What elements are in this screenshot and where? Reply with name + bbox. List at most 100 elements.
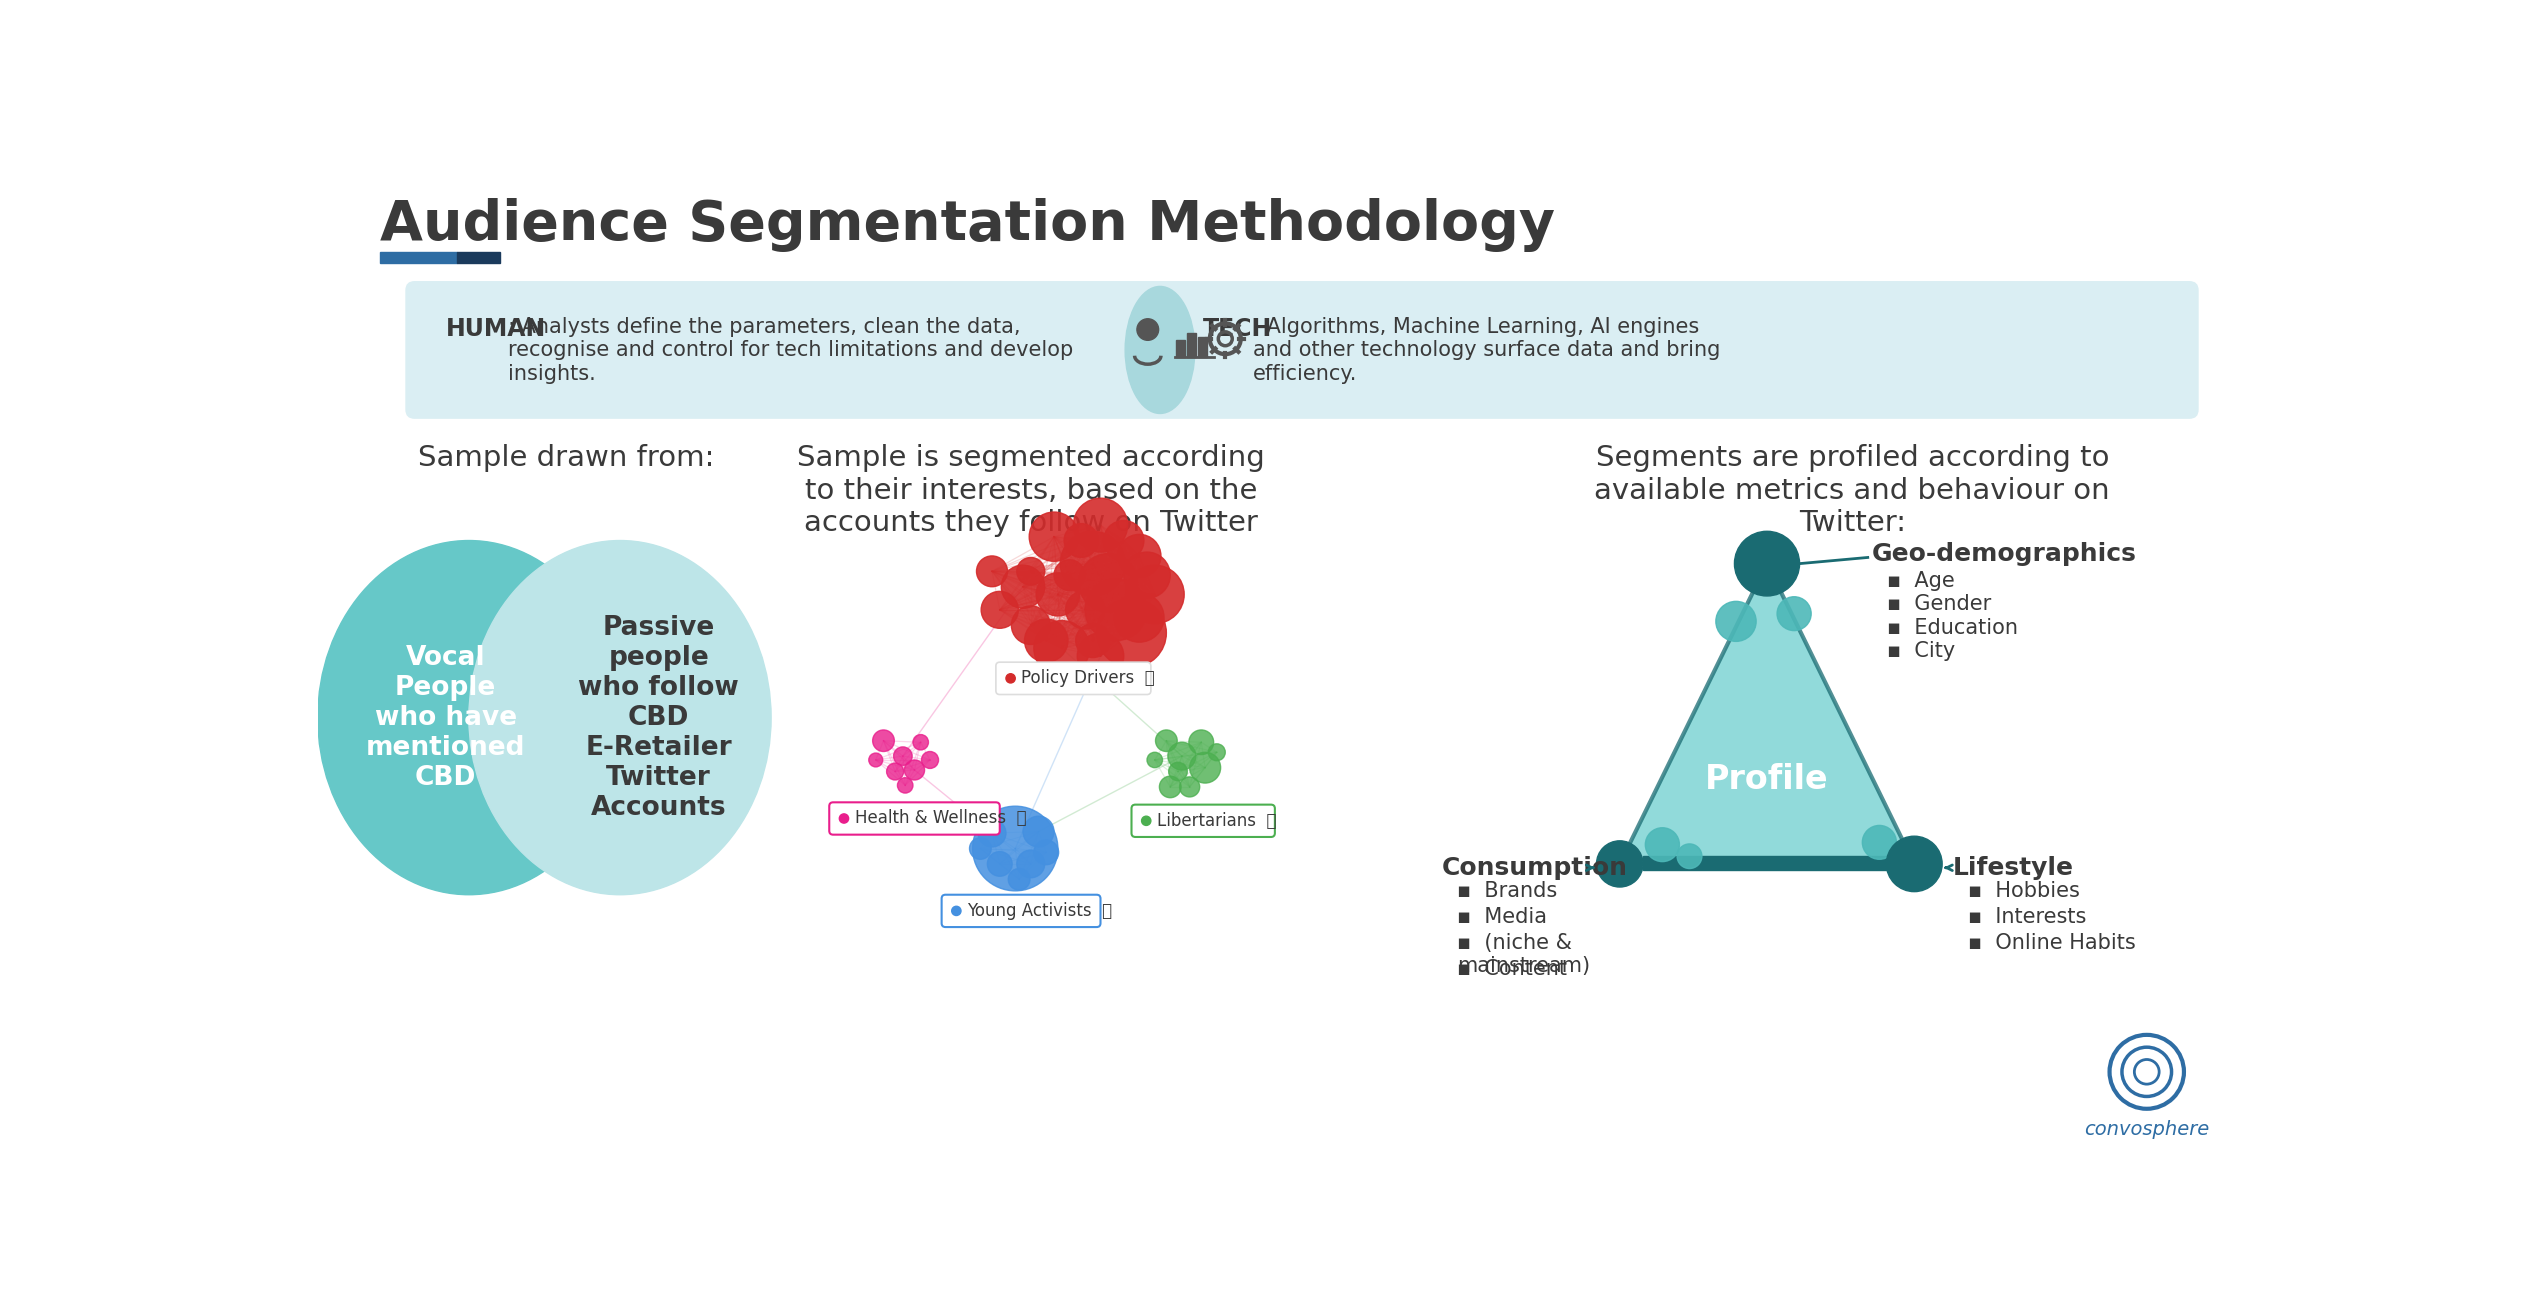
Text: Consumption: Consumption bbox=[1441, 857, 1627, 880]
FancyBboxPatch shape bbox=[1131, 805, 1276, 837]
Circle shape bbox=[974, 806, 1057, 890]
Circle shape bbox=[951, 906, 961, 915]
Text: Sample drawn from:: Sample drawn from: bbox=[419, 445, 714, 472]
Circle shape bbox=[872, 730, 895, 752]
Circle shape bbox=[1065, 524, 1098, 557]
Ellipse shape bbox=[318, 540, 620, 894]
Circle shape bbox=[981, 591, 1019, 629]
Circle shape bbox=[869, 753, 882, 767]
Text: Vocal
People
who have
mentioned
CBD: Vocal People who have mentioned CBD bbox=[366, 644, 526, 791]
Text: convosphere: convosphere bbox=[2084, 1120, 2209, 1139]
Circle shape bbox=[1078, 553, 1139, 612]
Circle shape bbox=[1017, 850, 1045, 877]
Bar bbox=[1197, 337, 1207, 358]
Circle shape bbox=[913, 735, 928, 750]
Circle shape bbox=[1022, 816, 1055, 848]
Circle shape bbox=[969, 837, 991, 859]
Text: ▪  Gender: ▪ Gender bbox=[1886, 595, 1990, 614]
Text: Audience Segmentation Methodology: Audience Segmentation Methodology bbox=[379, 198, 1556, 251]
Text: Passive
people
who follow
CBD
E-Retailer
Twitter
Accounts: Passive people who follow CBD E-Retailer… bbox=[580, 614, 740, 820]
Circle shape bbox=[1060, 531, 1126, 596]
Text: TECH: TECH bbox=[1202, 318, 1271, 341]
Circle shape bbox=[1596, 841, 1642, 886]
Text: ▪  City: ▪ City bbox=[1886, 640, 1955, 661]
Circle shape bbox=[905, 759, 925, 780]
Text: Lifestyle: Lifestyle bbox=[1952, 857, 2074, 880]
Circle shape bbox=[1159, 776, 1182, 798]
Circle shape bbox=[1190, 752, 1220, 783]
Circle shape bbox=[1113, 592, 1164, 642]
Circle shape bbox=[895, 746, 913, 766]
Text: Health & Wellness  🔗: Health & Wellness 🔗 bbox=[854, 810, 1027, 827]
Text: : Algorithms, Machine Learning, AI engines
and other technology surface data and: : Algorithms, Machine Learning, AI engin… bbox=[1253, 318, 1721, 384]
Circle shape bbox=[976, 556, 1007, 587]
Circle shape bbox=[986, 851, 1012, 876]
Circle shape bbox=[1096, 599, 1167, 667]
Circle shape bbox=[1777, 596, 1810, 631]
FancyBboxPatch shape bbox=[941, 894, 1101, 927]
Text: ▪  Age: ▪ Age bbox=[1886, 572, 1955, 591]
Circle shape bbox=[920, 752, 938, 769]
Bar bbox=[1177, 341, 1185, 358]
Circle shape bbox=[1073, 498, 1129, 552]
Ellipse shape bbox=[468, 540, 770, 894]
Circle shape bbox=[1030, 512, 1078, 561]
Circle shape bbox=[1085, 579, 1146, 640]
Text: Geo-demographics: Geo-demographics bbox=[1871, 543, 2135, 566]
Circle shape bbox=[1037, 573, 1080, 616]
Circle shape bbox=[1190, 730, 1213, 754]
Text: Segments are profiled according to
available metrics and behaviour on
Twitter:: Segments are profiled according to avail… bbox=[1594, 445, 2110, 537]
Text: Sample is segmented according
to their interests, based on the
accounts they fol: Sample is segmented according to their i… bbox=[796, 445, 1263, 537]
Circle shape bbox=[1157, 730, 1177, 752]
Circle shape bbox=[1103, 521, 1144, 561]
Text: ▪  Education: ▪ Education bbox=[1886, 617, 2018, 638]
Bar bbox=[1642, 857, 1891, 870]
Circle shape bbox=[1002, 565, 1045, 608]
Text: Profile: Profile bbox=[1706, 763, 1828, 796]
Text: : Analysts define the parameters, clean the data,
recognise and control for tech: : Analysts define the parameters, clean … bbox=[508, 318, 1073, 384]
Circle shape bbox=[897, 778, 913, 793]
Circle shape bbox=[839, 814, 849, 823]
Circle shape bbox=[1169, 762, 1187, 780]
Circle shape bbox=[1146, 752, 1162, 767]
Text: HUMAN: HUMAN bbox=[445, 318, 547, 341]
Bar bbox=[458, 251, 501, 263]
Circle shape bbox=[1075, 623, 1111, 657]
Bar bbox=[379, 251, 458, 263]
Circle shape bbox=[1035, 621, 1091, 677]
Text: ▪  Media: ▪ Media bbox=[1457, 907, 1548, 927]
FancyBboxPatch shape bbox=[404, 281, 2199, 419]
Circle shape bbox=[1118, 534, 1162, 578]
Circle shape bbox=[1124, 552, 1169, 599]
Circle shape bbox=[1055, 560, 1085, 591]
Circle shape bbox=[1024, 619, 1068, 662]
Circle shape bbox=[1065, 591, 1103, 629]
Circle shape bbox=[1017, 557, 1045, 586]
Circle shape bbox=[1078, 632, 1124, 679]
Text: ▪  Hobbies: ▪ Hobbies bbox=[1968, 881, 2079, 901]
Bar bbox=[1187, 333, 1195, 358]
Circle shape bbox=[887, 763, 902, 780]
Circle shape bbox=[1207, 744, 1225, 761]
FancyBboxPatch shape bbox=[829, 802, 999, 835]
Circle shape bbox=[1035, 840, 1057, 864]
FancyBboxPatch shape bbox=[996, 662, 1152, 695]
Circle shape bbox=[1167, 743, 1195, 770]
Circle shape bbox=[1886, 836, 1942, 892]
Circle shape bbox=[979, 819, 1007, 848]
Text: Libertarians  🔗: Libertarians 🔗 bbox=[1157, 811, 1276, 829]
Circle shape bbox=[1734, 531, 1800, 596]
Circle shape bbox=[1012, 607, 1050, 644]
Circle shape bbox=[1645, 828, 1680, 862]
Text: ▪  (niche &
mainstream): ▪ (niche & mainstream) bbox=[1457, 933, 1591, 976]
Circle shape bbox=[1678, 844, 1703, 868]
Circle shape bbox=[1863, 826, 1896, 859]
Circle shape bbox=[1126, 565, 1185, 623]
Circle shape bbox=[1179, 776, 1200, 797]
Text: Policy Drivers  🔗: Policy Drivers 🔗 bbox=[1022, 669, 1154, 687]
Circle shape bbox=[1716, 601, 1757, 642]
Text: ▪  Brands: ▪ Brands bbox=[1457, 881, 1558, 901]
Circle shape bbox=[1141, 816, 1152, 826]
Polygon shape bbox=[1619, 564, 1914, 864]
Text: ▪  Content: ▪ Content bbox=[1457, 959, 1566, 980]
